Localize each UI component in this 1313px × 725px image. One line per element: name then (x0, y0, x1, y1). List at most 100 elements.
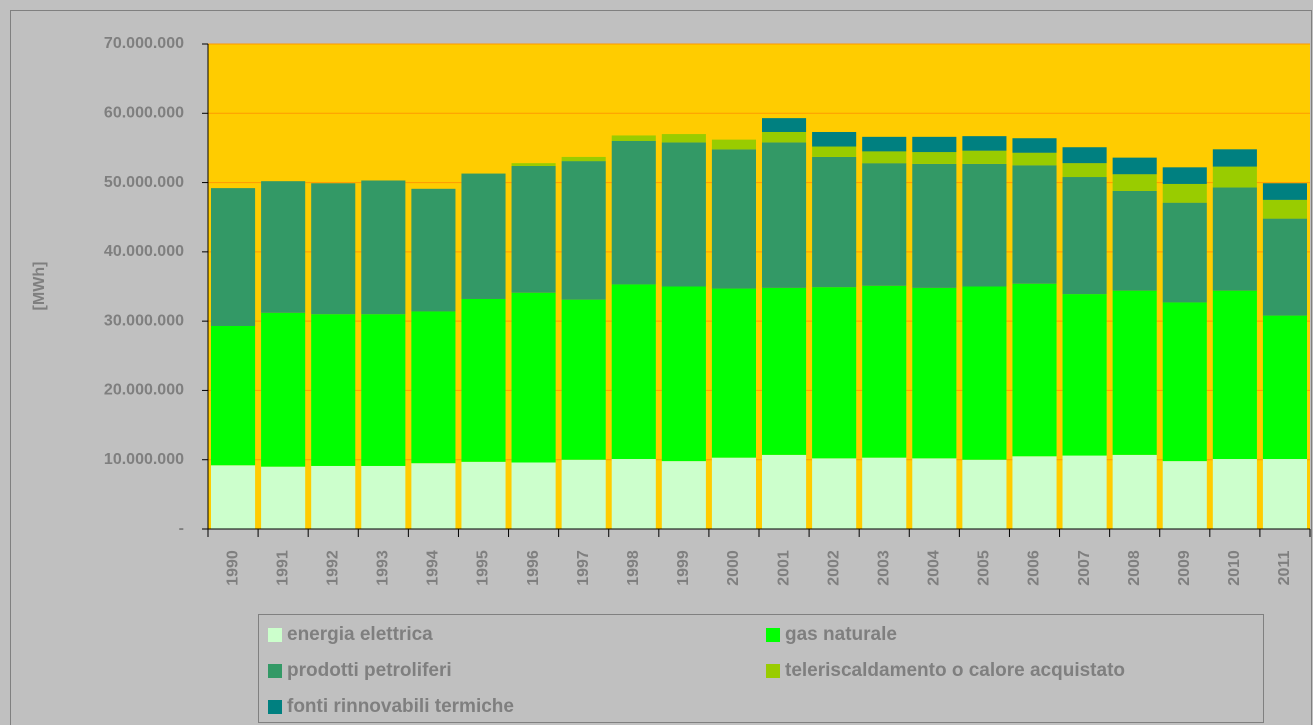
x-tick-label: 1999 (675, 550, 692, 586)
bar-segment (1162, 202, 1207, 303)
bar-segment (561, 156, 606, 162)
bar-segment (1112, 157, 1157, 175)
bar-segment (862, 163, 907, 286)
bar-segment (261, 181, 306, 313)
bar-segment (361, 465, 406, 529)
bar-segment (411, 188, 456, 312)
x-tick-label: 1998 (625, 550, 642, 586)
bar-segment (862, 285, 907, 458)
bar-segment (1062, 455, 1107, 529)
x-tick-label: 2005 (976, 550, 993, 586)
bar-segment (711, 139, 756, 150)
y-tick-label: - (179, 520, 184, 537)
bar-segment (862, 457, 907, 529)
bar-segment (411, 311, 456, 464)
x-tick-label: 2001 (775, 550, 792, 586)
bar-segment (862, 136, 907, 152)
bar-segment (1112, 174, 1157, 191)
bar-segment (511, 292, 556, 463)
bar-segment (311, 465, 356, 529)
bar-segment (461, 298, 506, 462)
x-tick-label: 1993 (375, 550, 392, 586)
x-tick-label: 2004 (926, 550, 943, 586)
x-tick-label: 1996 (525, 550, 542, 586)
bar-segment (211, 325, 256, 466)
x-tick-label: 2008 (1126, 550, 1143, 586)
bar-segment (912, 458, 957, 529)
y-tick-label: 30.000.000 (104, 312, 184, 329)
bar-segment (661, 134, 706, 143)
bar-segment (1262, 459, 1307, 529)
bar-segment (661, 461, 706, 529)
bar-segment (1162, 183, 1207, 203)
bar-segment (962, 163, 1007, 287)
x-tick-label: 1997 (575, 550, 592, 586)
bar-segment (611, 141, 656, 285)
bar-segment (1012, 138, 1057, 153)
y-tick-label: 20.000.000 (104, 382, 184, 399)
legend-swatch (268, 700, 282, 714)
y-axis-label: [MWh] (31, 262, 48, 311)
bar-segment (1212, 187, 1257, 291)
y-tick-label: 10.000.000 (104, 451, 184, 468)
bar-segment (912, 136, 957, 153)
x-tick-label: 2011 (1276, 551, 1293, 586)
bar-segment (311, 314, 356, 466)
bar-segment (762, 131, 807, 143)
bar-segment (511, 165, 556, 293)
bar-segment (1162, 167, 1207, 184)
bar-segment (611, 135, 656, 141)
bar-segment (1162, 302, 1207, 462)
bar-segment (812, 156, 857, 288)
bar-segment (561, 161, 606, 300)
bar-segment (1162, 461, 1207, 529)
x-tick-label: 1992 (324, 550, 341, 586)
legend-swatch (268, 628, 282, 642)
y-tick-label: 70.000.000 (104, 35, 184, 52)
x-tick-label: 2006 (1026, 550, 1043, 586)
bar-segment (711, 149, 756, 289)
bar-segment (812, 131, 857, 147)
legend-swatch (766, 628, 780, 642)
bar-segment (962, 459, 1007, 529)
bar-segment (962, 286, 1007, 460)
bar-segment (1112, 190, 1157, 291)
bar-segment (661, 286, 706, 462)
bar-segment (1062, 177, 1107, 295)
bar-segment (1062, 163, 1107, 178)
bar-segment (311, 183, 356, 315)
bar-segment (1212, 290, 1257, 460)
bar-segment (361, 180, 406, 315)
bar-segment (1012, 456, 1057, 529)
bar-segment (711, 288, 756, 458)
bar-segment (912, 163, 957, 288)
y-tick-label: 50.000.000 (104, 174, 184, 191)
bar-segment (1212, 459, 1257, 529)
bar-segment (1262, 315, 1307, 460)
x-tick-label: 1994 (425, 550, 442, 586)
legend-swatch (766, 664, 780, 678)
bar-segment (1112, 290, 1157, 455)
bar-segment (1062, 294, 1107, 456)
bar-segment (812, 458, 857, 529)
bar-segment (962, 150, 1007, 164)
bar-segment (912, 287, 957, 459)
bar-segment (1012, 165, 1057, 284)
bar-segment (762, 454, 807, 529)
x-tick-label: 2010 (1226, 550, 1243, 586)
bar-segment (211, 188, 256, 326)
bar-segment (812, 287, 857, 459)
legend-box (258, 614, 1264, 723)
legend-label: gas naturale (785, 624, 897, 645)
bar-segment (962, 136, 1007, 151)
bar-segment (1012, 283, 1057, 457)
bar-segment (411, 463, 456, 529)
bar-segment (611, 284, 656, 460)
bar-segment (561, 459, 606, 529)
bar-segment (661, 142, 706, 287)
bar-segment (711, 457, 756, 529)
legend-label: fonti rinnovabili termiche (287, 696, 514, 717)
bar-segment (211, 465, 256, 529)
x-tick-label: 2000 (725, 550, 742, 586)
